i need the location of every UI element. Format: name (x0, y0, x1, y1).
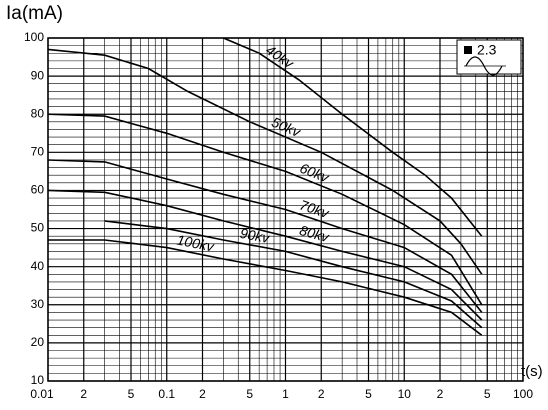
x-tick-label: 0.1 (158, 387, 175, 401)
series-line (104, 220, 483, 329)
y-tick-label: 20 (31, 335, 45, 349)
series-label: 50kv (269, 114, 303, 141)
series-line (47, 113, 483, 306)
series-line (47, 48, 483, 275)
y-axis-label: Ia(mA) (6, 3, 63, 24)
x-tick-label: 5 (246, 387, 253, 401)
x-axis-label: t(s) (521, 363, 543, 380)
y-tick-label: 10 (31, 373, 45, 387)
x-tick-label: 5 (365, 387, 372, 401)
legend: 2.3 (456, 39, 522, 76)
plot-frame (47, 37, 524, 382)
legend-label: 2.3 (477, 42, 497, 58)
y-tick-label: 100 (24, 30, 44, 44)
y-tick-label: 30 (31, 297, 45, 311)
y-tick-label: 70 (31, 145, 45, 159)
y-tick-label: 60 (31, 183, 45, 197)
x-tick-label: 5 (484, 387, 491, 401)
x-tick-label: 5 (128, 387, 135, 401)
series-line (48, 239, 483, 336)
x-tick-label: 0.01 (30, 387, 54, 401)
series-label: 70kv (298, 197, 332, 222)
y-tick-label: 50 (31, 221, 45, 235)
x-tick-label: 2 (80, 387, 87, 401)
y-tick-label: 90 (31, 68, 45, 82)
series-line (47, 189, 483, 321)
legend-swatch (464, 46, 472, 54)
series-label: 60kv (298, 160, 332, 186)
legend-box (456, 39, 522, 75)
series-label: 100kv (175, 232, 216, 255)
x-tick-label: 2 (437, 387, 444, 401)
x-tick-label: 2 (318, 387, 325, 401)
x-tick-label: 1 (282, 387, 289, 401)
series-line (47, 159, 483, 313)
y-tick-label: 80 (31, 106, 45, 120)
x-tick-label: 10 (398, 387, 412, 401)
series-line (223, 37, 483, 237)
x-tick-label: 100 (513, 387, 533, 401)
x-tick-label: 2 (199, 387, 206, 401)
series-label: 90kv (239, 225, 272, 246)
y-tick-label: 40 (31, 259, 45, 273)
series-label: 80kv (298, 222, 332, 245)
